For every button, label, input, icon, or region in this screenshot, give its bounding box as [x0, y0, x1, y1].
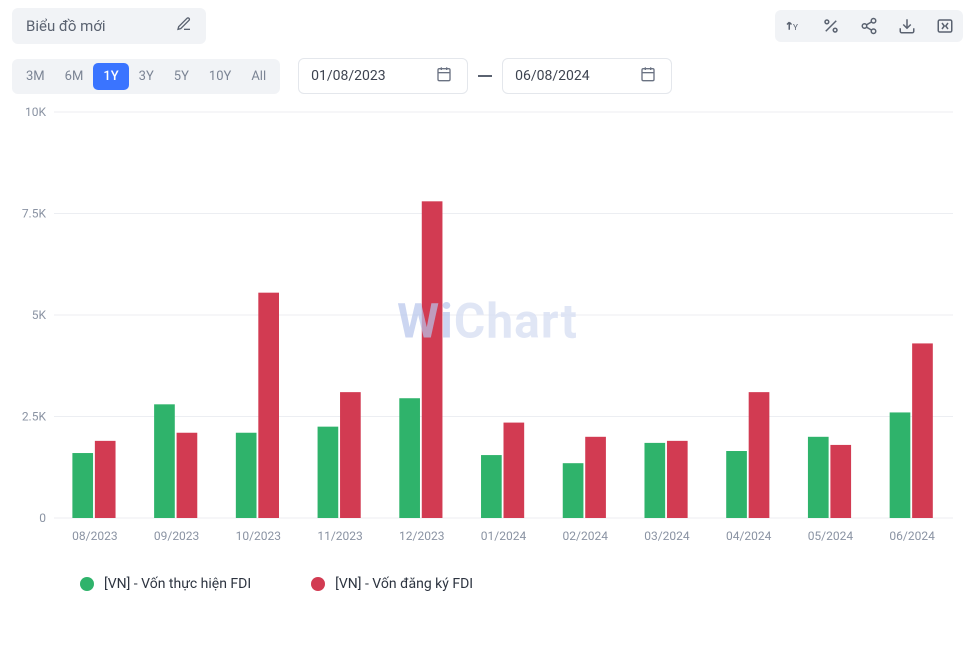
date-range-separator — [478, 75, 492, 77]
bar[interactable] — [318, 427, 339, 518]
legend: [VN] - Vốn thực hiện FDI [VN] - Vốn đăng … — [0, 558, 975, 592]
x-tick-label: 03/2024 — [644, 529, 690, 543]
chart-area: WiChart 02.5K5K7.5K10K08/202309/202310/2… — [0, 98, 975, 558]
bar[interactable] — [154, 404, 175, 518]
range-btn-6m[interactable]: 6M — [55, 63, 94, 90]
bar[interactable] — [340, 392, 361, 518]
bar[interactable] — [644, 443, 665, 518]
x-tick-label: 09/2023 — [154, 529, 199, 543]
range-btn-1y[interactable]: 1Y — [93, 63, 128, 90]
calendar-icon — [640, 66, 656, 86]
legend-item[interactable]: [VN] - Vốn thực hiện FDI — [80, 576, 251, 592]
bar[interactable] — [422, 201, 443, 518]
bar[interactable] — [890, 412, 911, 518]
legend-item[interactable]: [VN] - Vốn đăng ký FDI — [311, 576, 473, 592]
legend-swatch — [80, 577, 94, 591]
controls-row: 3M6M1Y3Y5Y10YAll 01/08/2023 06/08/2024 — [0, 52, 975, 98]
share-button[interactable] — [859, 16, 879, 36]
topbar: Biểu đồ mới Y — [0, 0, 975, 52]
bar[interactable] — [236, 433, 257, 518]
x-tick-label: 12/2023 — [399, 529, 444, 543]
x-tick-label: 01/2024 — [481, 529, 527, 543]
svg-text:10K: 10K — [25, 105, 46, 119]
bar[interactable] — [504, 423, 525, 518]
bar[interactable] — [749, 392, 770, 518]
date-range-group: 01/08/2023 06/08/2024 — [298, 58, 672, 94]
bar[interactable] — [808, 437, 829, 518]
download-button[interactable] — [897, 16, 917, 36]
y-axis-toggle-button[interactable]: Y — [783, 16, 803, 36]
x-tick-label: 10/2023 — [236, 529, 281, 543]
x-tick-label: 06/2024 — [889, 529, 935, 543]
legend-label: [VN] - Vốn thực hiện FDI — [104, 576, 251, 592]
time-range-group: 3M6M1Y3Y5Y10YAll — [12, 59, 280, 94]
svg-text:7.5K: 7.5K — [22, 207, 47, 221]
calendar-icon — [436, 66, 452, 86]
svg-text:Y: Y — [793, 23, 798, 33]
bar[interactable] — [177, 433, 198, 518]
svg-text:0: 0 — [39, 511, 46, 525]
edit-icon[interactable] — [176, 16, 192, 36]
bar[interactable] — [726, 451, 747, 518]
export-spreadsheet-button[interactable] — [935, 16, 955, 36]
bar[interactable] — [399, 398, 420, 518]
x-tick-label: 04/2024 — [726, 529, 772, 543]
svg-text:5K: 5K — [32, 308, 47, 322]
range-btn-5y[interactable]: 5Y — [164, 63, 199, 90]
legend-label: [VN] - Vốn đăng ký FDI — [335, 576, 473, 592]
bar[interactable] — [912, 343, 933, 518]
legend-swatch — [311, 577, 325, 591]
bar[interactable] — [481, 455, 502, 518]
date-from-value: 01/08/2023 — [311, 68, 386, 84]
bar[interactable] — [667, 441, 688, 518]
x-tick-label: 08/2023 — [72, 529, 117, 543]
range-btn-3m[interactable]: 3M — [16, 63, 55, 90]
chart-title-box[interactable]: Biểu đồ mới — [12, 8, 206, 44]
bar[interactable] — [72, 453, 93, 518]
percent-button[interactable] — [821, 16, 841, 36]
toolbar-actions: Y — [775, 10, 963, 42]
x-tick-label: 02/2024 — [563, 529, 609, 543]
date-from-input[interactable]: 01/08/2023 — [298, 58, 468, 94]
date-to-value: 06/08/2024 — [515, 68, 590, 84]
x-tick-label: 05/2024 — [808, 529, 854, 543]
bar[interactable] — [585, 437, 606, 518]
range-btn-10y[interactable]: 10Y — [199, 63, 241, 90]
bar[interactable] — [830, 445, 851, 518]
chart-title: Biểu đồ mới — [26, 17, 106, 35]
svg-text:2.5K: 2.5K — [22, 410, 47, 424]
bar[interactable] — [258, 293, 279, 518]
range-btn-3y[interactable]: 3Y — [129, 63, 164, 90]
date-to-input[interactable]: 06/08/2024 — [502, 58, 672, 94]
x-tick-label: 11/2023 — [317, 529, 362, 543]
bar[interactable] — [95, 441, 116, 518]
range-btn-all[interactable]: All — [241, 63, 276, 90]
bar[interactable] — [563, 463, 584, 518]
bar-chart: 0 2.5K 5K 7.5K 10K 08/2023 09/2023 10/2023 11/20… — [12, 98, 963, 558]
